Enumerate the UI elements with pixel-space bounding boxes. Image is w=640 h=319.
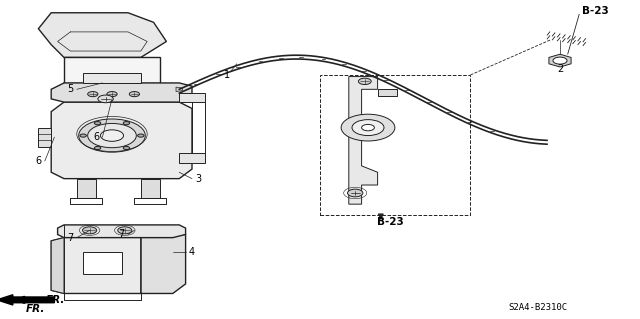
Text: 6: 6 [93, 132, 99, 142]
Text: S2A4-B2310C: S2A4-B2310C [508, 303, 567, 312]
Text: FR.: FR. [46, 295, 65, 305]
Polygon shape [141, 234, 186, 293]
Polygon shape [83, 73, 141, 83]
Circle shape [362, 124, 374, 131]
Polygon shape [141, 179, 160, 198]
Circle shape [95, 122, 101, 125]
Text: 5: 5 [67, 84, 74, 94]
Circle shape [129, 92, 140, 97]
Polygon shape [176, 87, 182, 92]
Polygon shape [38, 13, 166, 57]
Text: FR.: FR. [26, 304, 45, 314]
Circle shape [88, 92, 98, 97]
Circle shape [100, 130, 124, 141]
Circle shape [341, 114, 395, 141]
Circle shape [79, 119, 145, 152]
Polygon shape [51, 102, 192, 179]
Polygon shape [179, 93, 205, 102]
Polygon shape [58, 225, 186, 238]
Text: 2: 2 [557, 63, 563, 74]
Polygon shape [549, 54, 571, 67]
Circle shape [98, 95, 113, 103]
Circle shape [123, 146, 129, 150]
Polygon shape [83, 252, 122, 274]
Text: 6: 6 [35, 156, 42, 166]
Circle shape [138, 134, 144, 137]
Circle shape [358, 78, 371, 85]
Text: 3: 3 [195, 174, 202, 184]
Text: 4: 4 [189, 247, 195, 257]
Polygon shape [349, 77, 378, 204]
Text: B-23: B-23 [377, 217, 404, 227]
Text: 7: 7 [67, 233, 74, 243]
Circle shape [553, 57, 567, 64]
Polygon shape [64, 83, 173, 105]
Circle shape [118, 227, 132, 234]
Polygon shape [179, 153, 205, 163]
Circle shape [348, 189, 363, 197]
Text: B-23: B-23 [582, 6, 609, 16]
Circle shape [83, 227, 97, 234]
Polygon shape [378, 89, 397, 96]
Polygon shape [77, 179, 96, 198]
Polygon shape [51, 238, 141, 293]
Polygon shape [64, 57, 160, 83]
Circle shape [94, 146, 100, 150]
Circle shape [123, 122, 129, 125]
Polygon shape [51, 238, 64, 293]
Circle shape [88, 123, 136, 148]
Polygon shape [38, 128, 51, 147]
Circle shape [352, 120, 384, 136]
Polygon shape [51, 83, 192, 102]
Circle shape [107, 92, 117, 97]
FancyArrow shape [0, 295, 54, 305]
Text: 7: 7 [118, 229, 125, 240]
Text: 1: 1 [224, 70, 230, 80]
Circle shape [80, 134, 86, 137]
